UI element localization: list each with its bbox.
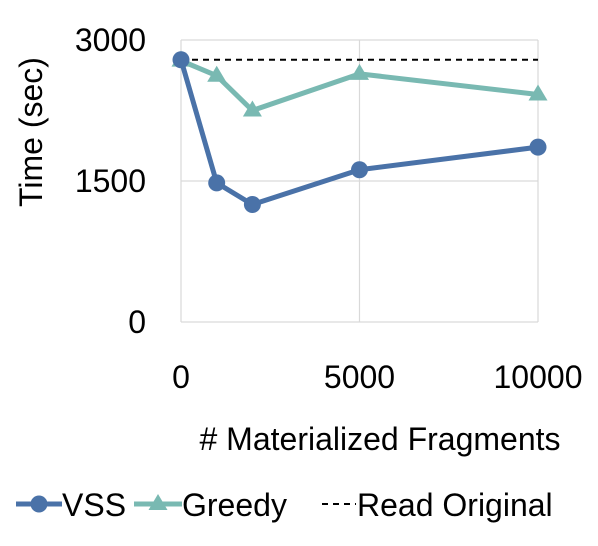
data-point-vss — [208, 174, 226, 192]
data-point-vss — [529, 138, 547, 156]
gridlines — [180, 39, 539, 323]
x-tick-label: 10000 — [494, 359, 583, 395]
data-point-vss — [243, 196, 261, 213]
data-point-vss — [172, 51, 190, 69]
series-layer — [171, 50, 548, 213]
data-point-vss — [351, 161, 368, 179]
legend-label-greedy: Greedy — [182, 487, 287, 523]
y-tick-label: 0 — [128, 304, 146, 340]
data-point-greedy — [350, 63, 369, 80]
tick-labels: 0 1500 3000 0 5000 10000 — [75, 22, 583, 395]
data-point-greedy — [242, 100, 262, 117]
x-tick-label: 5000 — [324, 359, 395, 395]
legend-marker-greedy — [148, 494, 168, 510]
x-tick-label: 0 — [172, 359, 190, 395]
legend-label-vss: VSS — [62, 487, 126, 523]
legend: VSS Greedy Read Original — [16, 487, 553, 523]
legend-marker-vss — [30, 495, 48, 513]
y-tick-label: 3000 — [75, 22, 146, 58]
legend-label-read-original: Read Original — [357, 487, 553, 523]
x-axis-title: # Materialized Fragments — [199, 421, 560, 457]
y-tick-label: 1500 — [75, 163, 146, 199]
y-axis-title: Time (sec) — [13, 57, 49, 207]
data-point-greedy — [528, 84, 548, 101]
data-point-greedy — [207, 65, 227, 82]
